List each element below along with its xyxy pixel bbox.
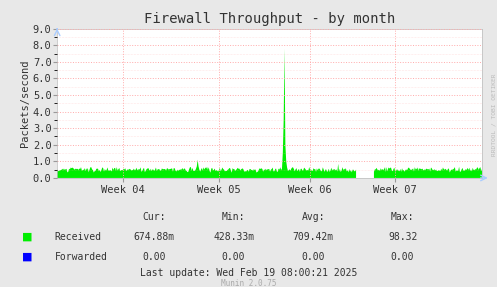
Text: Last update: Wed Feb 19 08:00:21 2025: Last update: Wed Feb 19 08:00:21 2025 — [140, 268, 357, 278]
Text: 709.42m: 709.42m — [293, 232, 333, 242]
Text: 0.00: 0.00 — [391, 252, 414, 262]
Text: 0.00: 0.00 — [222, 252, 246, 262]
Text: ■: ■ — [22, 252, 33, 262]
Text: 674.88m: 674.88m — [134, 232, 174, 242]
Text: Max:: Max: — [391, 212, 414, 222]
Text: 0.00: 0.00 — [301, 252, 325, 262]
Text: 0.00: 0.00 — [142, 252, 166, 262]
Text: Cur:: Cur: — [142, 212, 166, 222]
Text: Min:: Min: — [222, 212, 246, 222]
Text: Avg:: Avg: — [301, 212, 325, 222]
Text: 428.33m: 428.33m — [213, 232, 254, 242]
Title: Firewall Throughput - by month: Firewall Throughput - by month — [144, 12, 395, 26]
Text: Forwarded: Forwarded — [55, 252, 107, 262]
Text: RRDTOOL / TOBI OETIKER: RRDTOOL / TOBI OETIKER — [491, 73, 496, 156]
Text: 98.32: 98.32 — [388, 232, 417, 242]
Y-axis label: Packets/second: Packets/second — [20, 60, 30, 147]
Text: Munin 2.0.75: Munin 2.0.75 — [221, 279, 276, 287]
Text: ■: ■ — [22, 232, 33, 242]
Text: Received: Received — [55, 232, 102, 242]
